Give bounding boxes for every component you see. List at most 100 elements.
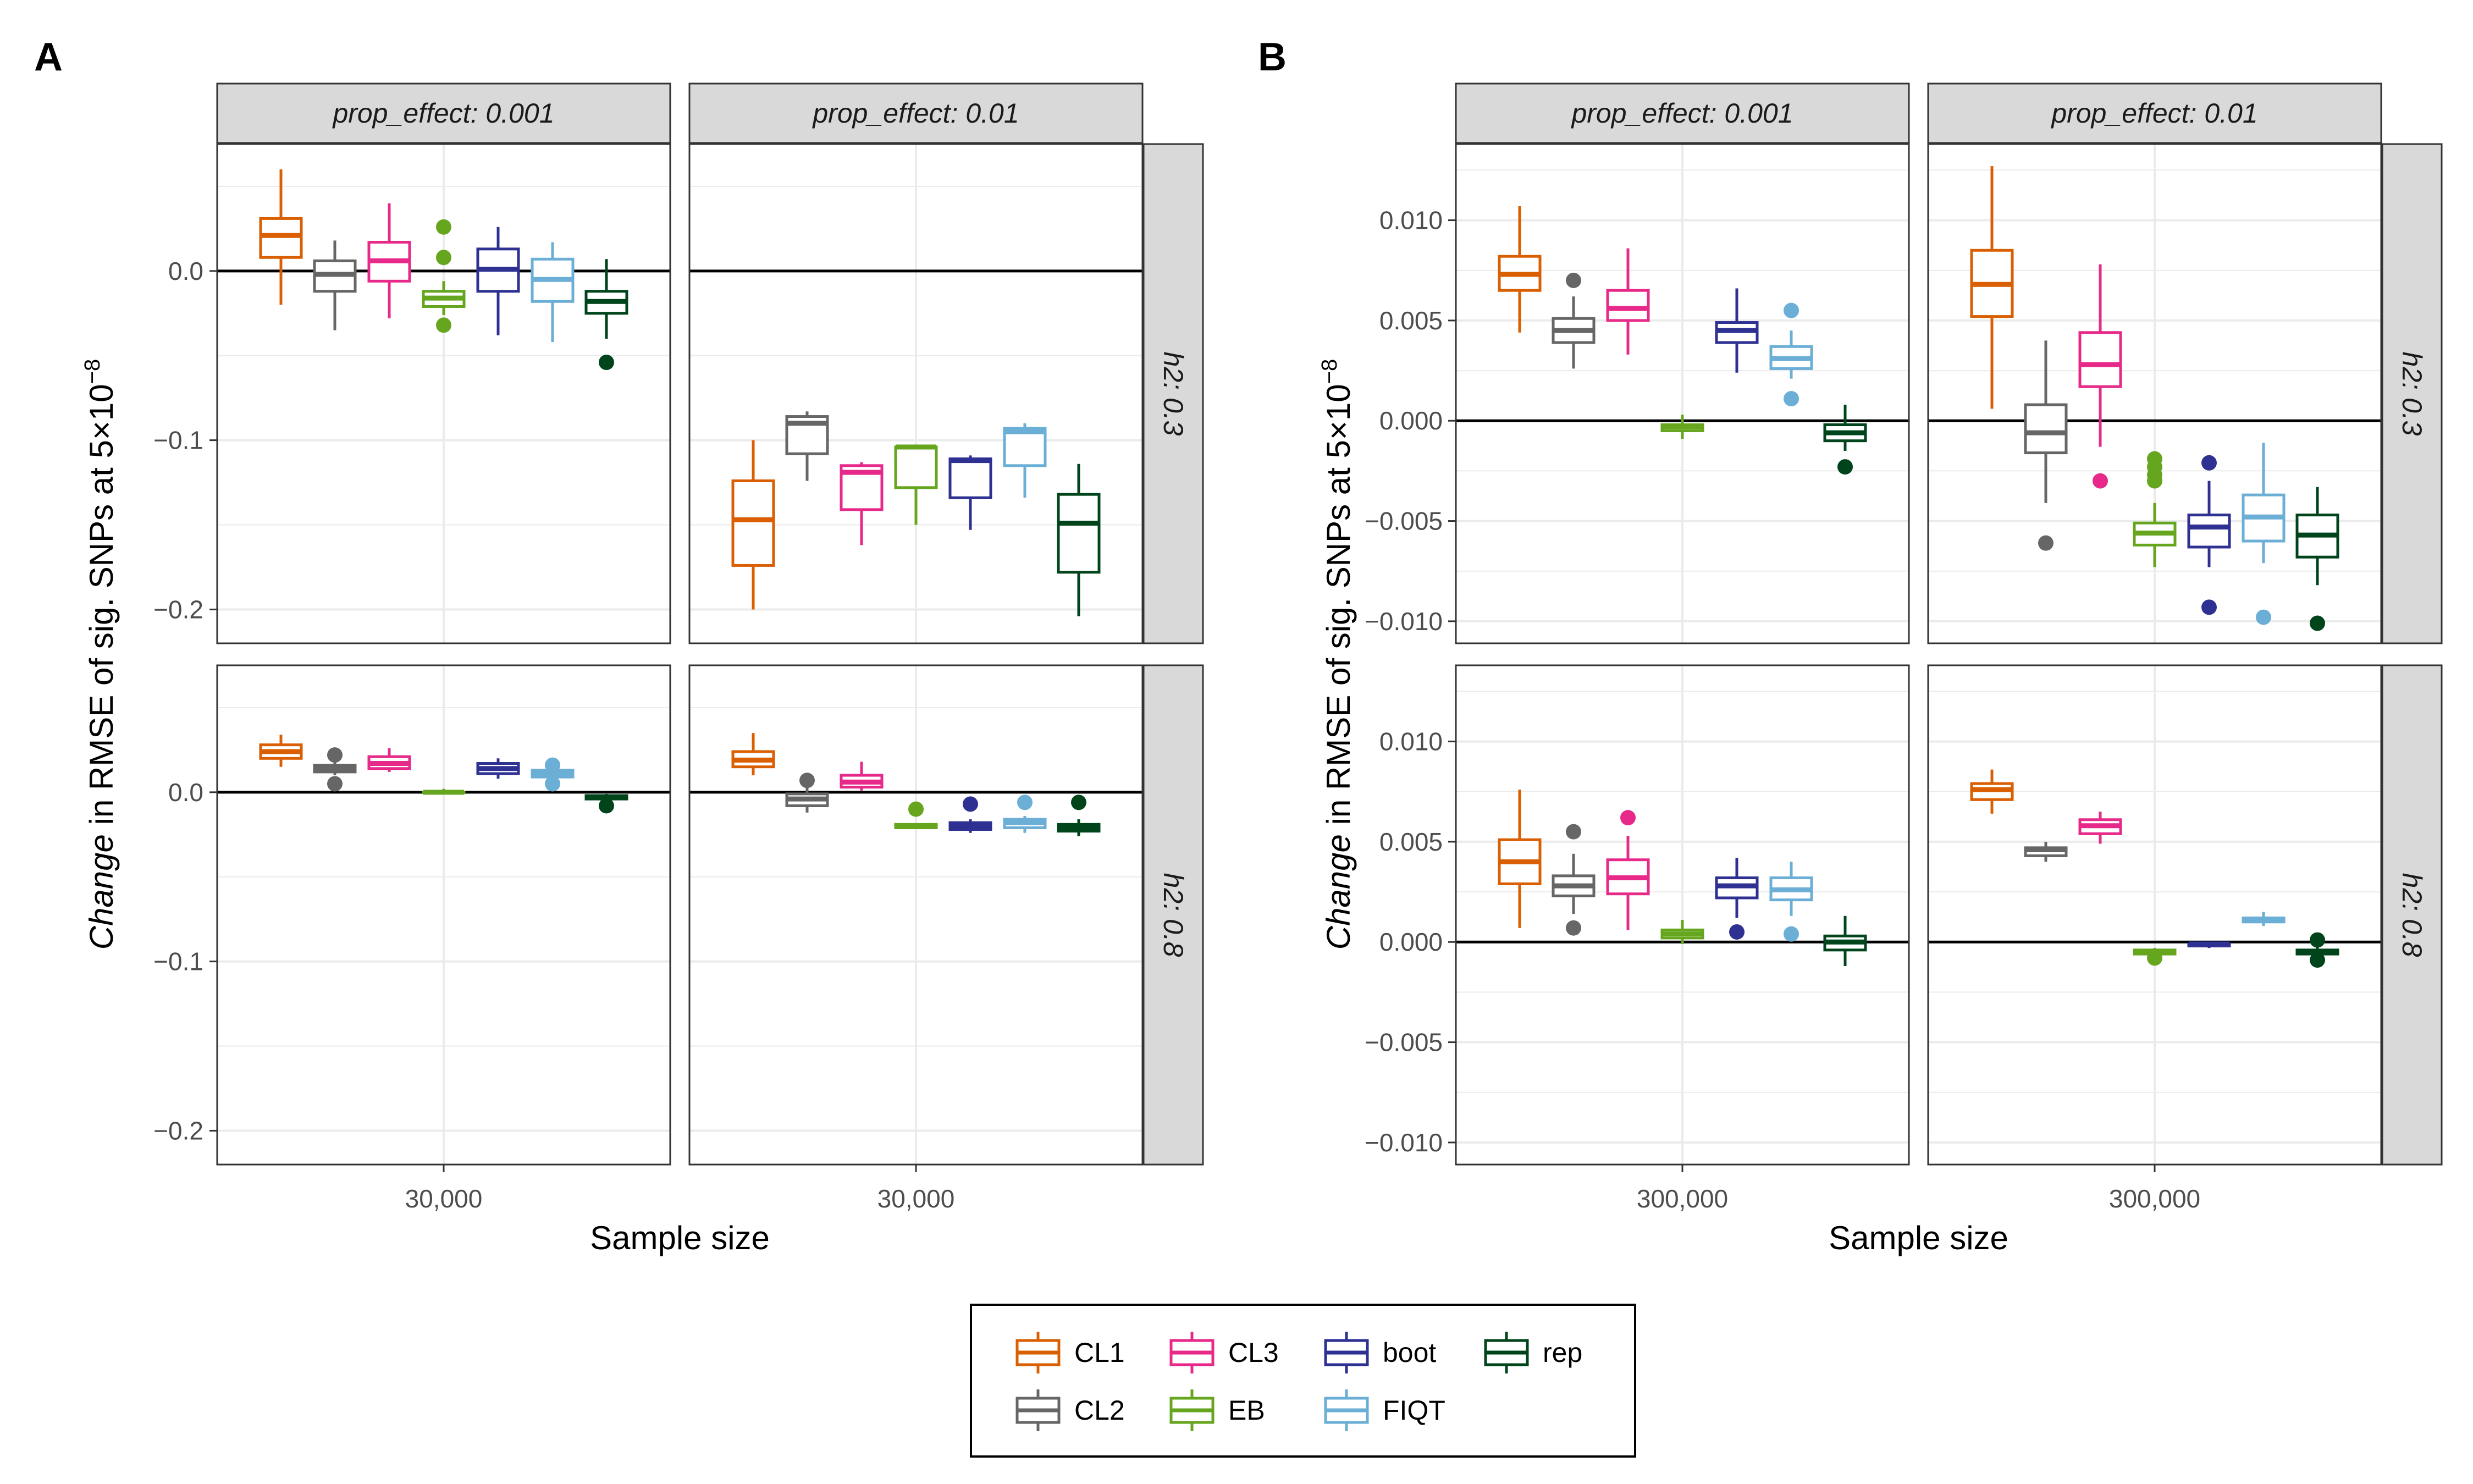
- panel-b-strip-h2-0-label: h2: 0.3: [2397, 352, 2427, 436]
- outlier-point: [327, 776, 343, 791]
- outlier-point: [436, 317, 451, 333]
- legend-label: boot: [1383, 1337, 1436, 1368]
- outlier-point: [599, 355, 614, 370]
- panel-a-label: A: [34, 35, 63, 79]
- box-iqr: [2025, 405, 2066, 453]
- panel-a-ytick-label: 0.0: [168, 778, 203, 807]
- outlier-point: [2201, 455, 2217, 471]
- panel-a-strip-prop-effect-0: prop_effect: 0.001: [217, 84, 670, 143]
- panel-b-xlabel: Sample size: [1829, 1220, 2008, 1256]
- outlier-point: [1784, 303, 1799, 318]
- outlier-point: [1837, 459, 1853, 475]
- panel-a-strip-prop-effect-1: prop_effect: 0.01: [689, 84, 1142, 143]
- panel-b-strip-prop-effect-0: prop_effect: 0.001: [1456, 84, 1909, 143]
- panel-b-strip-prop-effect-1: prop_effect: 0.01: [1928, 84, 2381, 143]
- legend-label: CL2: [1074, 1395, 1125, 1426]
- legend: CL1CL2CL3EBbootFIQTrep: [971, 1305, 1635, 1457]
- panel-a-strip-h2-1-label: h2: 0.8: [1158, 873, 1189, 957]
- panel-b-facet: [1928, 144, 2381, 643]
- panel-b-strip-h2-1-label: h2: 0.8: [2397, 873, 2427, 957]
- panel-a-facet: [217, 665, 670, 1165]
- outlier-point: [545, 758, 560, 773]
- panel-a: A 0.0 −0.1 −0.2 0.0 −0.1 −0.2 30,000 30,000 Sampl…: [34, 35, 1142, 1256]
- legend-label: EB: [1228, 1395, 1265, 1426]
- panel-b-ytick-label: −0.005: [1365, 507, 1443, 536]
- panel-b-ytick-label: 0.005: [1379, 827, 1443, 856]
- box-iqr: [1058, 494, 1099, 572]
- outlier-point: [1620, 810, 1636, 825]
- panel-a-ytick-label: 0.0: [168, 257, 203, 285]
- outlier-point: [327, 747, 343, 763]
- panel-a-facet: [217, 144, 670, 643]
- outlier-point: [2256, 610, 2271, 625]
- outlier-point: [2038, 536, 2054, 551]
- panel-b-ytick-label: −0.010: [1365, 607, 1443, 636]
- outlier-point: [2310, 933, 2325, 948]
- outlier-point: [908, 802, 924, 817]
- outlier-point: [1017, 795, 1033, 810]
- outlier-point: [2310, 952, 2325, 968]
- outlier-point: [1729, 924, 1745, 940]
- outlier-point: [599, 798, 614, 813]
- panel-a-xlabel: Sample size: [590, 1220, 770, 1256]
- legend-label: FIQT: [1383, 1395, 1445, 1426]
- box-iqr: [950, 459, 991, 498]
- outlier-point: [545, 776, 560, 791]
- panel-a-ytick-label: −0.2: [153, 1116, 203, 1145]
- panel-b-ytick-label: 0.000: [1379, 928, 1443, 956]
- panel-b-strip-h2-0: h2: 0.3: [2382, 144, 2442, 643]
- panel-a-xtick-label: 30,000: [405, 1184, 483, 1213]
- outlier-point: [1784, 926, 1799, 942]
- outlier-point: [2093, 473, 2108, 489]
- box-boot: [2189, 942, 2229, 948]
- panel-a-ytick-label: −0.1: [153, 426, 203, 455]
- outlier-point: [2201, 599, 2217, 615]
- panel-a-ytick-label: −0.1: [153, 947, 203, 976]
- panel-b-ytick-label: 0.010: [1379, 727, 1443, 756]
- panel-a-strip-prop-effect-0-label: prop_effect: 0.001: [332, 98, 554, 129]
- panel-b-facet: [1456, 144, 1909, 643]
- outlier-point: [2147, 950, 2162, 966]
- legend-label: CL1: [1074, 1337, 1125, 1368]
- panel-a-ytick-label: −0.2: [153, 595, 203, 624]
- panel-b-strip-prop-effect-0-label: prop_effect: 0.001: [1570, 98, 1793, 129]
- outlier-point: [1071, 795, 1086, 810]
- panel-b-ylabel: Change in RMSE of sig. SNPs at 5×10−8: [1317, 359, 1357, 950]
- panel-b-label: B: [1258, 35, 1287, 79]
- panel-b-strip-prop-effect-1-label: prop_effect: 0.01: [2050, 98, 2257, 129]
- panel-a-strip-h2-1: h2: 0.8: [1144, 665, 1203, 1165]
- panel-a-strip-h2-0: h2: 0.3: [1144, 144, 1203, 643]
- panel-a-facet: [689, 144, 1142, 643]
- panel-b-ytick-label: −0.010: [1365, 1128, 1443, 1157]
- panel-a-strip-prop-effect-1-label: prop_effect: 0.01: [812, 98, 1019, 129]
- legend-label: CL3: [1228, 1337, 1279, 1368]
- panel-b-xtick-label: 300,000: [2109, 1184, 2200, 1213]
- panel-b: B 0.010 0.005 0.000 −0.005 −0.010 0.010 0.005 0.…: [1258, 35, 2381, 1256]
- panel-b-ytick-label: −0.005: [1365, 1028, 1443, 1057]
- panel-b-ytick-label: 0.005: [1379, 306, 1443, 335]
- outlier-point: [963, 796, 978, 812]
- panel-a-facet: [689, 665, 1142, 1165]
- outlier-point: [1784, 391, 1799, 406]
- outlier-point: [436, 250, 451, 265]
- legend-frame: [971, 1305, 1635, 1457]
- panel-a-strip-h2-0-label: h2: 0.3: [1158, 352, 1189, 436]
- panel-b-ytick-label: 0.010: [1379, 206, 1443, 235]
- panel-a-ylabel: Change in RMSE of sig. SNPs at 5×10−8: [80, 359, 120, 950]
- outlier-point: [1566, 824, 1581, 840]
- box-iqr: [2080, 333, 2121, 387]
- panel-b-strip-h2-1: h2: 0.8: [2382, 665, 2442, 1165]
- outlier-point: [799, 773, 815, 788]
- outlier-point: [2147, 473, 2162, 489]
- panel-b-ytick-label: 0.000: [1379, 406, 1443, 435]
- panel-b-facet: [1928, 665, 2381, 1165]
- outlier-point: [1566, 920, 1581, 936]
- outlier-point: [2310, 616, 2325, 631]
- box-iqr: [733, 481, 774, 566]
- panel-b-facet: [1456, 665, 1909, 1165]
- panel-a-xtick-label: 30,000: [877, 1184, 955, 1213]
- outlier-point: [1566, 273, 1581, 288]
- box-iqr: [1608, 290, 1648, 321]
- box-iqr: [896, 447, 936, 488]
